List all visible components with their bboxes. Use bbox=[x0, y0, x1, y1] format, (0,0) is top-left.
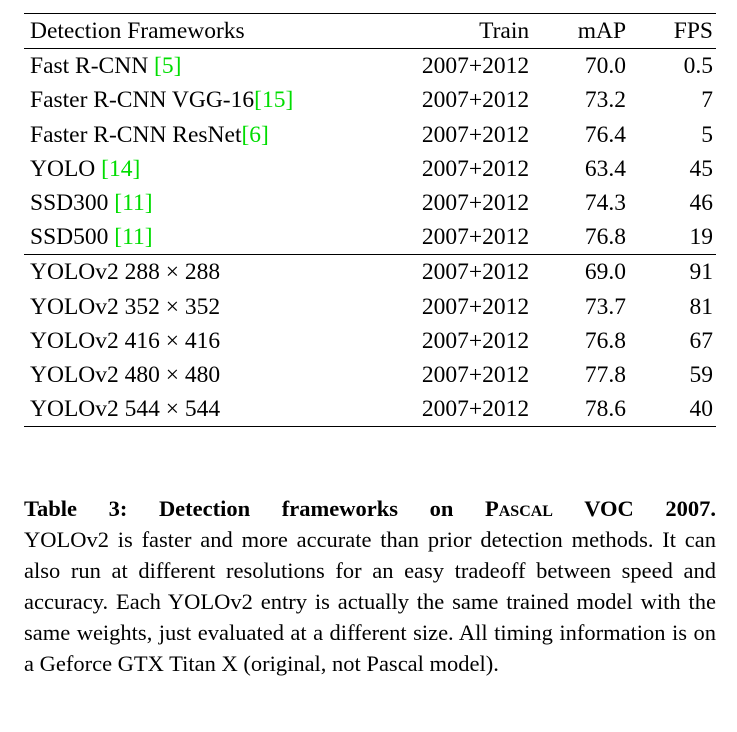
table-row: YOLOv2 544 × 544 2007+2012 78.6 40 bbox=[24, 392, 716, 427]
map-cell: 74.3 bbox=[584, 189, 627, 216]
framework-name: SSD300 [11] bbox=[24, 186, 349, 220]
header-fps: FPS bbox=[673, 18, 713, 44]
yolov2-group: YOLOv2 288 × 288 2007+2012 69.0 91 YOLOv… bbox=[24, 255, 716, 427]
fps-cell: 19 bbox=[689, 224, 714, 251]
framework-name: YOLOv2 480 × 480 bbox=[30, 361, 221, 388]
map-cell: 70.0 bbox=[584, 53, 627, 80]
train-cell: 2007+2012 bbox=[421, 53, 530, 80]
table-row: YOLO [14] 2007+2012 63.4 45 bbox=[24, 152, 716, 186]
map-cell: 73.2 bbox=[584, 87, 627, 114]
framework-name: YOLOv2 288 × 288 bbox=[30, 259, 221, 286]
map-cell: 73.7 bbox=[584, 293, 627, 320]
framework-name: Faster R-CNN VGG-16[15] bbox=[24, 83, 349, 117]
paper-page: Detection Frameworks Train mAP FPS Fast … bbox=[24, 13, 716, 679]
fps-cell: 7 bbox=[701, 87, 713, 114]
train-cell: 2007+2012 bbox=[421, 189, 530, 216]
table-row: SSD300 [11] 2007+2012 74.3 46 bbox=[24, 186, 716, 220]
map-cell: 77.8 bbox=[584, 361, 627, 388]
train-cell: 2007+2012 bbox=[421, 121, 530, 148]
fps-cell: 46 bbox=[689, 189, 714, 216]
citation-link[interactable]: [11] bbox=[114, 224, 153, 251]
table-row: YOLOv2 416 × 416 2007+2012 76.8 67 bbox=[24, 324, 716, 358]
table-row: Fast R-CNN [5] 2007+2012 70.0 0.5 bbox=[24, 49, 716, 84]
framework-label: SSD300 bbox=[30, 189, 115, 216]
fps-cell: 0.5 bbox=[683, 53, 713, 80]
citation-link[interactable]: [15] bbox=[254, 87, 294, 114]
framework-name: SSD500 [11] bbox=[24, 220, 349, 255]
table-row: Faster R-CNN VGG-16[15] 2007+2012 73.2 7 bbox=[24, 83, 716, 117]
framework-label: Fast R-CNN bbox=[30, 53, 155, 80]
train-cell: 2007+2012 bbox=[421, 87, 530, 114]
map-cell-best: 78.6 bbox=[584, 396, 627, 423]
framework-name: Fast R-CNN [5] bbox=[24, 49, 349, 84]
fps-cell: 81 bbox=[689, 293, 714, 320]
citation-link[interactable]: [14] bbox=[101, 155, 141, 182]
train-cell: 2007+2012 bbox=[421, 155, 530, 182]
train-cell: 2007+2012 bbox=[421, 293, 530, 320]
fps-cell: 5 bbox=[701, 121, 713, 148]
framework-label: Faster R-CNN ResNet bbox=[30, 121, 242, 148]
fps-cell: 91 bbox=[689, 259, 714, 286]
map-cell: 63.4 bbox=[584, 155, 627, 182]
table-caption: Table 3: Detection frameworks on Pascal … bbox=[24, 493, 716, 679]
train-cell: 2007+2012 bbox=[421, 224, 530, 251]
table-row: YOLOv2 480 × 480 2007+2012 77.8 59 bbox=[24, 358, 716, 392]
caption-body: YOLOv2 is faster and more accurate than … bbox=[24, 527, 716, 677]
train-cell: 2007+2012 bbox=[421, 327, 530, 354]
framework-name: YOLO [14] bbox=[24, 152, 349, 186]
train-cell: 2007+2012 bbox=[421, 396, 530, 423]
map-cell: 76.4 bbox=[584, 121, 627, 148]
header-row: Detection Frameworks Train mAP FPS bbox=[24, 13, 716, 49]
header-map: mAP bbox=[577, 18, 627, 44]
caption-title: Table 3: Detection frameworks on Pascal … bbox=[24, 493, 716, 524]
map-cell: 69.0 bbox=[584, 259, 627, 286]
framework-label: Faster R-CNN VGG-16 bbox=[30, 87, 255, 114]
train-cell: 2007+2012 bbox=[421, 259, 530, 286]
header-train: Train bbox=[479, 18, 530, 44]
citation-link[interactable]: [6] bbox=[241, 121, 269, 148]
framework-name: Faster R-CNN ResNet[6] bbox=[24, 118, 349, 152]
fps-cell: 40 bbox=[689, 396, 714, 423]
framework-label: SSD500 bbox=[30, 224, 115, 251]
caption-label: Table 3: bbox=[24, 496, 128, 522]
table-row: Faster R-CNN ResNet[6] 2007+2012 76.4 5 bbox=[24, 118, 716, 152]
prior-frameworks-group: Fast R-CNN [5] 2007+2012 70.0 0.5 Faster… bbox=[24, 49, 716, 255]
table-header: Detection Frameworks Train mAP FPS bbox=[24, 13, 716, 49]
fps-cell: 59 bbox=[689, 361, 714, 388]
header-frameworks: Detection Frameworks bbox=[30, 18, 245, 44]
framework-name: YOLOv2 416 × 416 bbox=[30, 327, 221, 354]
caption-title-pre: Detection frameworks on bbox=[158, 496, 454, 522]
map-cell: 76.8 bbox=[584, 327, 627, 354]
citation-link[interactable]: [5] bbox=[154, 53, 182, 80]
caption-title-smallcaps: Pascal bbox=[485, 496, 553, 522]
table-row: SSD500 [11] 2007+2012 76.8 19 bbox=[24, 220, 716, 255]
fps-cell: 45 bbox=[689, 155, 714, 182]
caption-title-post: VOC 2007. bbox=[584, 496, 716, 522]
fps-cell: 67 bbox=[689, 327, 714, 354]
results-table: Detection Frameworks Train mAP FPS Fast … bbox=[24, 13, 716, 427]
framework-label: YOLO bbox=[30, 155, 102, 182]
table-row: YOLOv2 352 × 352 2007+2012 73.7 81 bbox=[24, 290, 716, 324]
map-cell: 76.8 bbox=[584, 224, 627, 251]
framework-name: YOLOv2 352 × 352 bbox=[30, 293, 221, 320]
citation-link[interactable]: [11] bbox=[114, 189, 153, 216]
train-cell: 2007+2012 bbox=[421, 361, 530, 388]
framework-name: YOLOv2 544 × 544 bbox=[30, 396, 221, 423]
table-row: YOLOv2 288 × 288 2007+2012 69.0 91 bbox=[24, 255, 716, 290]
